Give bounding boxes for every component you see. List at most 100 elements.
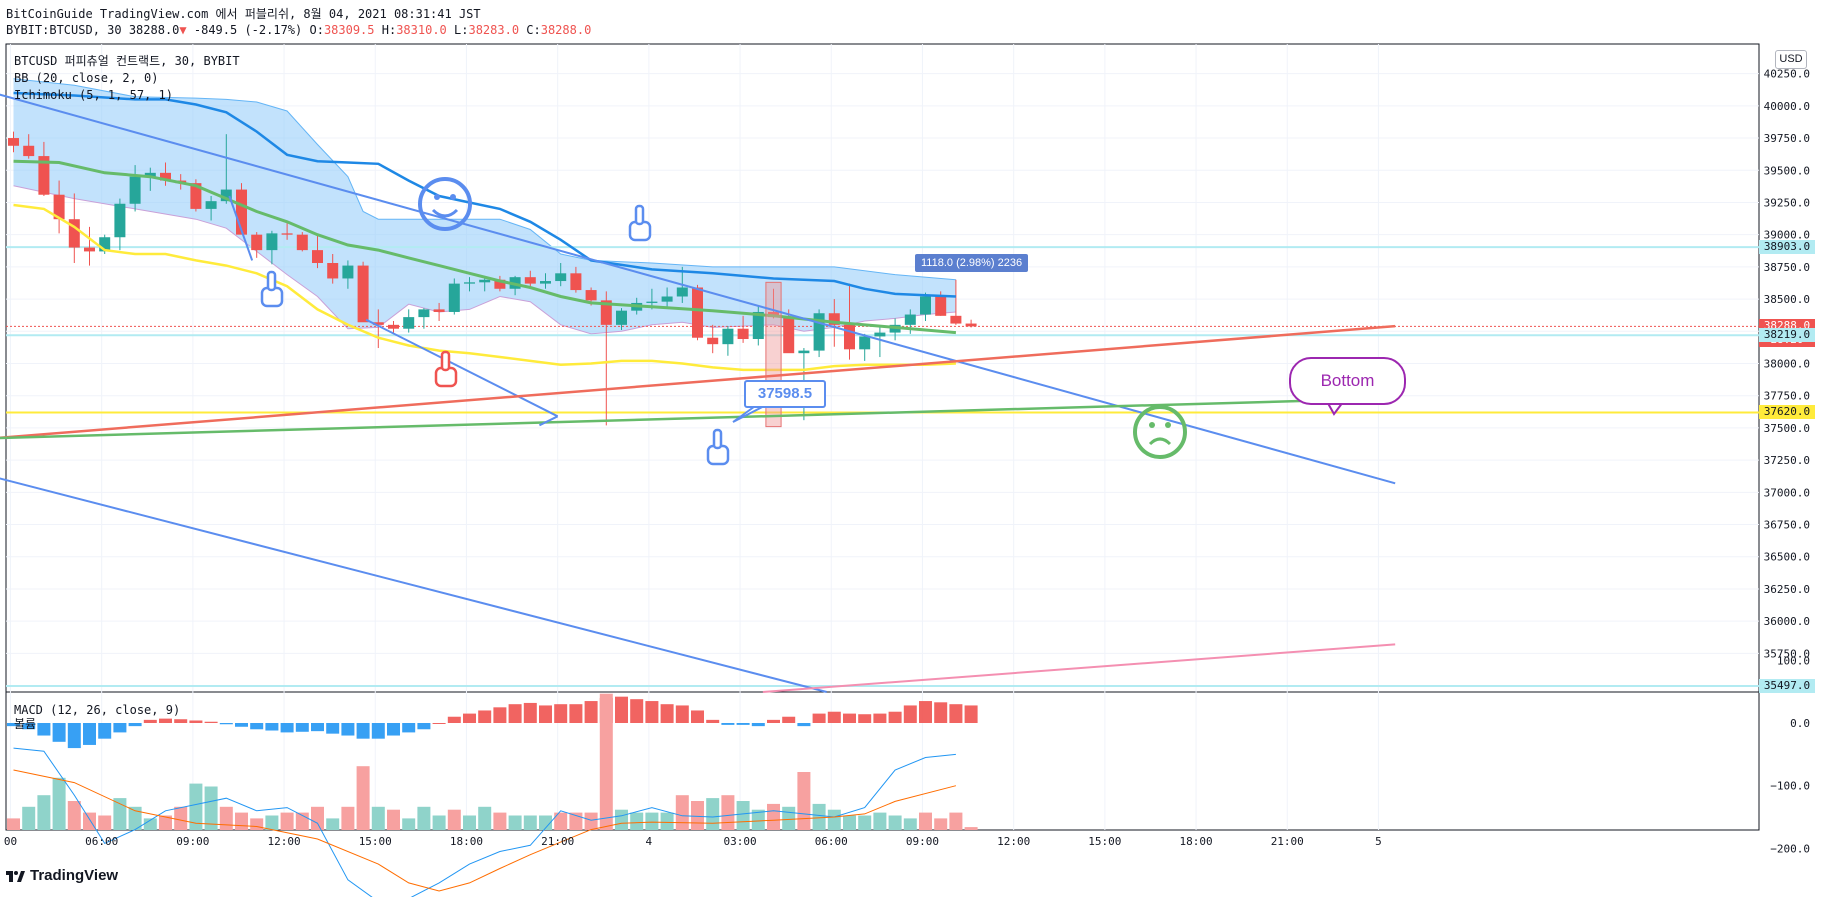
trend-blue-arrow-leg1 — [365, 318, 559, 418]
macd-hist-bar — [767, 719, 780, 723]
macd-hist-bar — [128, 723, 142, 727]
macd-hist-bar — [660, 704, 674, 723]
trend-green — [0, 397, 1396, 440]
price-tick-label: 39750.0 — [1764, 132, 1810, 145]
candle-body — [418, 309, 430, 318]
volume-bar — [447, 809, 461, 830]
macd-hist-bar — [782, 716, 796, 723]
price-label: 38903.0 — [1759, 240, 1815, 255]
volume-bar — [493, 812, 507, 830]
macd-hist-bar — [311, 723, 324, 732]
volume-bar — [812, 803, 826, 830]
volume-bar — [159, 815, 172, 830]
macd-legend-name[interactable]: MACD (12, 26, close, 9) — [14, 703, 181, 717]
candle-body — [479, 279, 491, 283]
volume-bar — [949, 812, 963, 830]
macd-hist-bar — [569, 704, 583, 723]
price-tick-label: 35750.0 — [1764, 647, 1810, 660]
macd-hist-bar — [159, 718, 172, 723]
macd-hist-bar — [280, 723, 294, 733]
legend-title: BTCUSD 퍼피츄얼 컨트랙트, 30, BYBIT — [14, 54, 240, 68]
price-tick-label: 36500.0 — [1764, 551, 1810, 564]
volume-bar — [751, 809, 765, 830]
time-tick-label: 15:00 — [1088, 835, 1121, 848]
low-value: 38283.0 — [468, 23, 520, 37]
macd-hist-bar — [295, 723, 309, 732]
candle-body — [448, 283, 460, 312]
macd-hist-bar — [675, 705, 689, 723]
time-tick-label: 18:00 — [1179, 835, 1212, 848]
legend-bb[interactable]: BB (20, close, 2, 0) — [14, 71, 159, 85]
measure-label[interactable]: 1118.0 (2.98%) 2236 — [915, 254, 1029, 272]
volume-bar — [888, 815, 902, 830]
legend-ichimoku[interactable]: Ichimoku (5, 1, 57, 1) — [14, 88, 173, 102]
volume-bar — [417, 806, 431, 830]
volume-bar — [235, 812, 248, 830]
macd-hist-bar — [265, 723, 279, 731]
hand-pointer-top-icon-finger — [634, 204, 645, 226]
candle-body — [661, 296, 673, 302]
volume-bar — [402, 818, 416, 830]
volume-bar — [934, 818, 948, 830]
macd-hist-bar — [83, 723, 96, 745]
volume-legend[interactable]: 볼륨 — [14, 717, 37, 731]
publish-line: BitCoinGuide TradingView.com 에서 퍼블리쉬, 8월… — [6, 7, 481, 21]
smiley-sleepy-icon — [1133, 405, 1187, 459]
change-arrow-icon: ▼ — [179, 23, 187, 37]
price-tick-label: 37500.0 — [1764, 422, 1810, 435]
open-value: 38309.5 — [323, 23, 375, 37]
price-callout[interactable]: 37598.5 — [744, 380, 826, 408]
macd-hist-bar — [934, 702, 948, 723]
macd-hist-bar — [98, 723, 112, 739]
candle-body — [707, 337, 719, 345]
candle-body — [236, 189, 247, 235]
price-tick-label: 36250.0 — [1764, 583, 1810, 596]
bottom-callout[interactable]: Bottom — [1289, 357, 1406, 405]
volume-bar — [797, 772, 811, 830]
volume-bar — [523, 815, 537, 830]
high-label: H: — [381, 23, 397, 37]
volume-bar — [174, 806, 188, 830]
volume-bar — [873, 812, 887, 830]
price-tick-label: 36750.0 — [1764, 519, 1810, 532]
candles — [8, 131, 977, 426]
time-tick-label: 09:00 — [906, 835, 939, 848]
cloud-fill — [13, 78, 956, 334]
currency-button[interactable]: USD — [1775, 50, 1807, 69]
tradingview-logo[interactable]: TradingView — [6, 867, 118, 884]
volume-bar — [326, 818, 340, 830]
macd-hist-bar — [888, 711, 902, 723]
volume-bar — [250, 818, 264, 830]
tradingview-logo-icon — [6, 870, 25, 882]
macd-hist-bar — [751, 723, 765, 727]
volume-bar — [265, 815, 279, 830]
candle-body — [646, 301, 658, 303]
trendlines[interactable] — [0, 93, 1396, 693]
macd-hist-bar — [478, 710, 492, 723]
volume-bar — [311, 806, 324, 830]
macd-hist-bar — [812, 713, 826, 723]
macd-hist-bar — [797, 723, 811, 727]
volume-bar — [675, 795, 689, 830]
volume-bar — [98, 815, 112, 830]
volume-bar — [67, 801, 81, 830]
candle-body — [920, 296, 931, 315]
volume-bar — [615, 809, 628, 830]
volume-bar — [706, 798, 720, 830]
macd-hist-bar — [873, 713, 887, 723]
volume-bar — [554, 812, 568, 830]
candle-body — [828, 313, 840, 325]
candle-body — [23, 145, 35, 157]
smiley-happy-icon — [418, 177, 472, 231]
candle-body — [692, 287, 703, 338]
candle-body — [585, 290, 597, 301]
candle-body — [616, 310, 627, 325]
candle-body — [160, 172, 171, 181]
candle-body — [600, 300, 612, 325]
macd-hist-bar — [402, 723, 416, 733]
drawing-shapes[interactable] — [260, 177, 1348, 466]
publish-header: BitCoinGuide TradingView.com 에서 퍼블리쉬, 8월… — [6, 5, 481, 22]
trend-blue-upper — [0, 93, 1396, 485]
macd-hist-bar — [219, 723, 233, 725]
